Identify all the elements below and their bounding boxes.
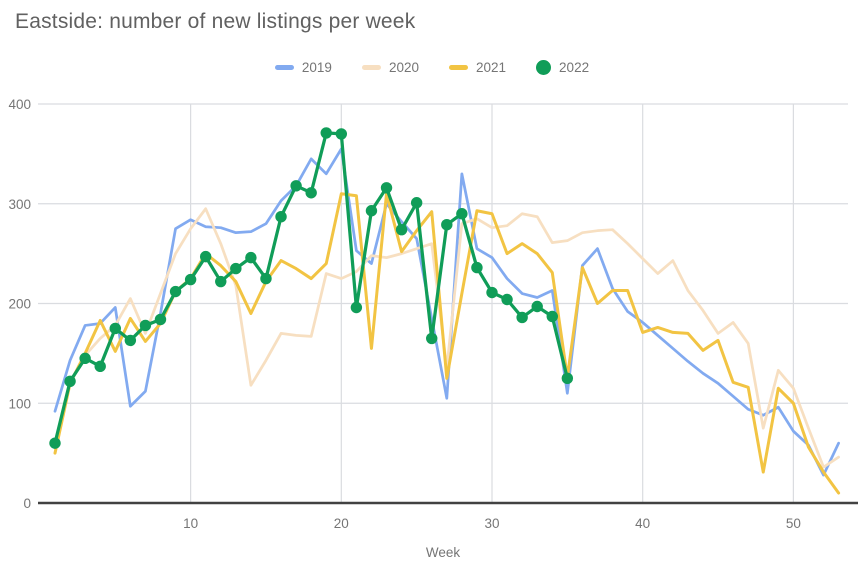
series-2021-swatch-icon [449, 65, 468, 70]
series-2022-point-week-19[interactable] [320, 127, 332, 139]
series-2022-point-week-10[interactable] [184, 273, 197, 286]
series-2022-point-week-24[interactable] [395, 223, 408, 236]
x-axis-title: Week [426, 545, 461, 560]
series-line-2019 [53, 147, 840, 477]
series-2022-point-week-33[interactable] [531, 300, 543, 313]
series-2022-point-week-16[interactable] [275, 211, 287, 223]
legend-label-2022: 2022 [559, 60, 590, 75]
series-2022-point-week-28[interactable] [456, 208, 468, 220]
series-2022-point-week-8[interactable] [154, 313, 167, 326]
series-2019-swatch-icon [274, 65, 294, 70]
chart-title: Eastside: number of new listings per wee… [15, 10, 416, 33]
series-2022-point-week-11[interactable] [199, 250, 212, 263]
series-2022-point-week-35[interactable] [561, 372, 574, 385]
series-2022-point-week-3[interactable] [79, 352, 91, 365]
series-2022-point-week-21[interactable] [350, 301, 363, 314]
series-2022-point-week-7[interactable] [139, 319, 152, 332]
series-2022-point-week-29[interactable] [471, 261, 483, 274]
x-axis-tick-40: 40 [635, 516, 650, 531]
x-axis-tick-20: 20 [334, 516, 349, 531]
series-2022-point-week-6[interactable] [124, 334, 137, 347]
series-2022-point-week-9[interactable] [169, 285, 182, 298]
series-2022-point-week-17[interactable] [290, 180, 302, 192]
legend-item-2022: 2022 [536, 60, 589, 75]
series-2022-point-week-26[interactable] [426, 332, 438, 345]
series-2022-point-week-20[interactable] [335, 128, 348, 140]
legend-label-2020: 2020 [388, 60, 419, 75]
legend-item-2019: 2019 [274, 60, 332, 75]
chart-legend: 2019 2020 2021 2022 [0, 60, 864, 75]
series-2022-point-week-25[interactable] [410, 197, 423, 209]
series-2022-point-week-27[interactable] [441, 218, 453, 231]
legend-label-2019: 2019 [301, 60, 332, 75]
y-axis-tick-100: 100 [8, 396, 31, 411]
series-2022-point-week-4[interactable] [94, 360, 106, 373]
series-2022-point-week-31[interactable] [501, 293, 513, 306]
series-2022-point-week-34[interactable] [546, 310, 558, 323]
series-2022-point-week-32[interactable] [516, 311, 528, 324]
x-axis-tick-10: 10 [183, 516, 198, 531]
series-2022-swatch-icon [536, 60, 552, 75]
legend-item-2020: 2020 [361, 60, 419, 75]
series-2020-swatch-icon [361, 65, 381, 70]
series-2022-point-week-1[interactable] [49, 437, 61, 449]
series-2022-point-week-30[interactable] [486, 286, 498, 299]
series-2022-point-week-14[interactable] [245, 251, 257, 264]
x-axis-tick-50: 50 [786, 516, 801, 531]
series-2022-point-week-15[interactable] [260, 272, 272, 285]
x-axis-tick-30: 30 [484, 516, 499, 531]
y-axis-tick-200: 200 [8, 297, 31, 312]
legend-label-2021: 2021 [476, 60, 507, 75]
y-axis-tick-400: 400 [8, 97, 31, 112]
series-2022-point-week-18[interactable] [305, 187, 317, 199]
legend-item-2021: 2021 [449, 60, 506, 75]
series-2022-point-week-12[interactable] [215, 275, 227, 288]
series-2022-point-week-23[interactable] [380, 182, 393, 194]
series-2022-point-week-13[interactable] [230, 262, 242, 275]
series-2022-point-week-2[interactable] [64, 375, 76, 388]
y-axis-tick-0: 0 [23, 496, 31, 511]
series-2022-point-week-22[interactable] [365, 205, 378, 217]
series-2022-point-week-5[interactable] [109, 322, 121, 335]
y-axis-tick-300: 300 [8, 197, 31, 212]
